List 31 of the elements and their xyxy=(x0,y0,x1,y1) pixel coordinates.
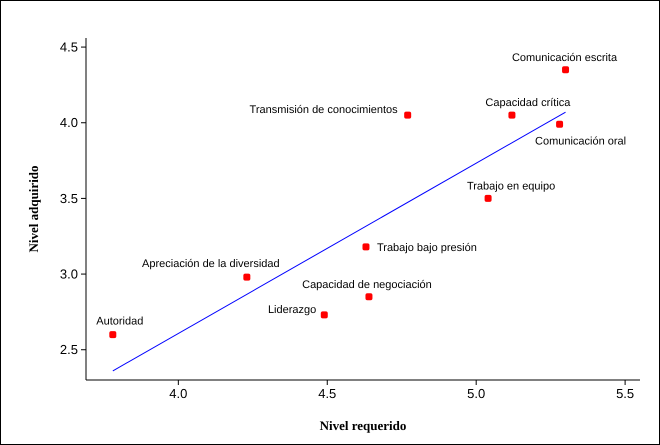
point xyxy=(320,311,328,318)
annotation: Liderazgo xyxy=(268,304,316,316)
point xyxy=(556,120,564,128)
x-tick-label: 5.5 xyxy=(616,386,634,401)
y-axis-title: Nivel adquirido xyxy=(26,165,41,253)
point xyxy=(508,112,516,119)
y-tick-label: 3.0 xyxy=(60,266,78,282)
y-tick-label: 4.5 xyxy=(60,40,78,55)
x-tick-label: 4.5 xyxy=(318,386,336,401)
x-tick-label: 4.0 xyxy=(169,386,188,401)
x-axis-title: Nivel requerido xyxy=(320,418,406,433)
x-tick-label: 5.0 xyxy=(467,386,486,401)
y-tick-label: 4.0 xyxy=(60,115,78,130)
point xyxy=(362,243,370,250)
annotation: Autoridad xyxy=(96,316,144,328)
point xyxy=(109,331,116,338)
y-tick-label: 2.5 xyxy=(60,342,78,358)
annotation: Capacidad crítica xyxy=(485,97,572,110)
annotation: Comunicación escrita xyxy=(512,52,618,64)
annotation: Trabajo bajo presión xyxy=(376,242,477,254)
point xyxy=(484,194,492,202)
annotation: Transmisión de conocimientos xyxy=(250,104,398,116)
y-tick-label: 3.5 xyxy=(60,190,78,206)
point xyxy=(404,112,412,119)
annotation: Trabajo en equipo xyxy=(466,180,556,192)
annotation: Apreciación de la diversidad xyxy=(142,258,280,270)
point xyxy=(562,66,570,74)
point xyxy=(243,274,250,281)
annotation: Comunicación oral xyxy=(535,135,626,148)
annotation: Capacidad de negociación xyxy=(302,278,432,291)
point xyxy=(365,293,372,300)
